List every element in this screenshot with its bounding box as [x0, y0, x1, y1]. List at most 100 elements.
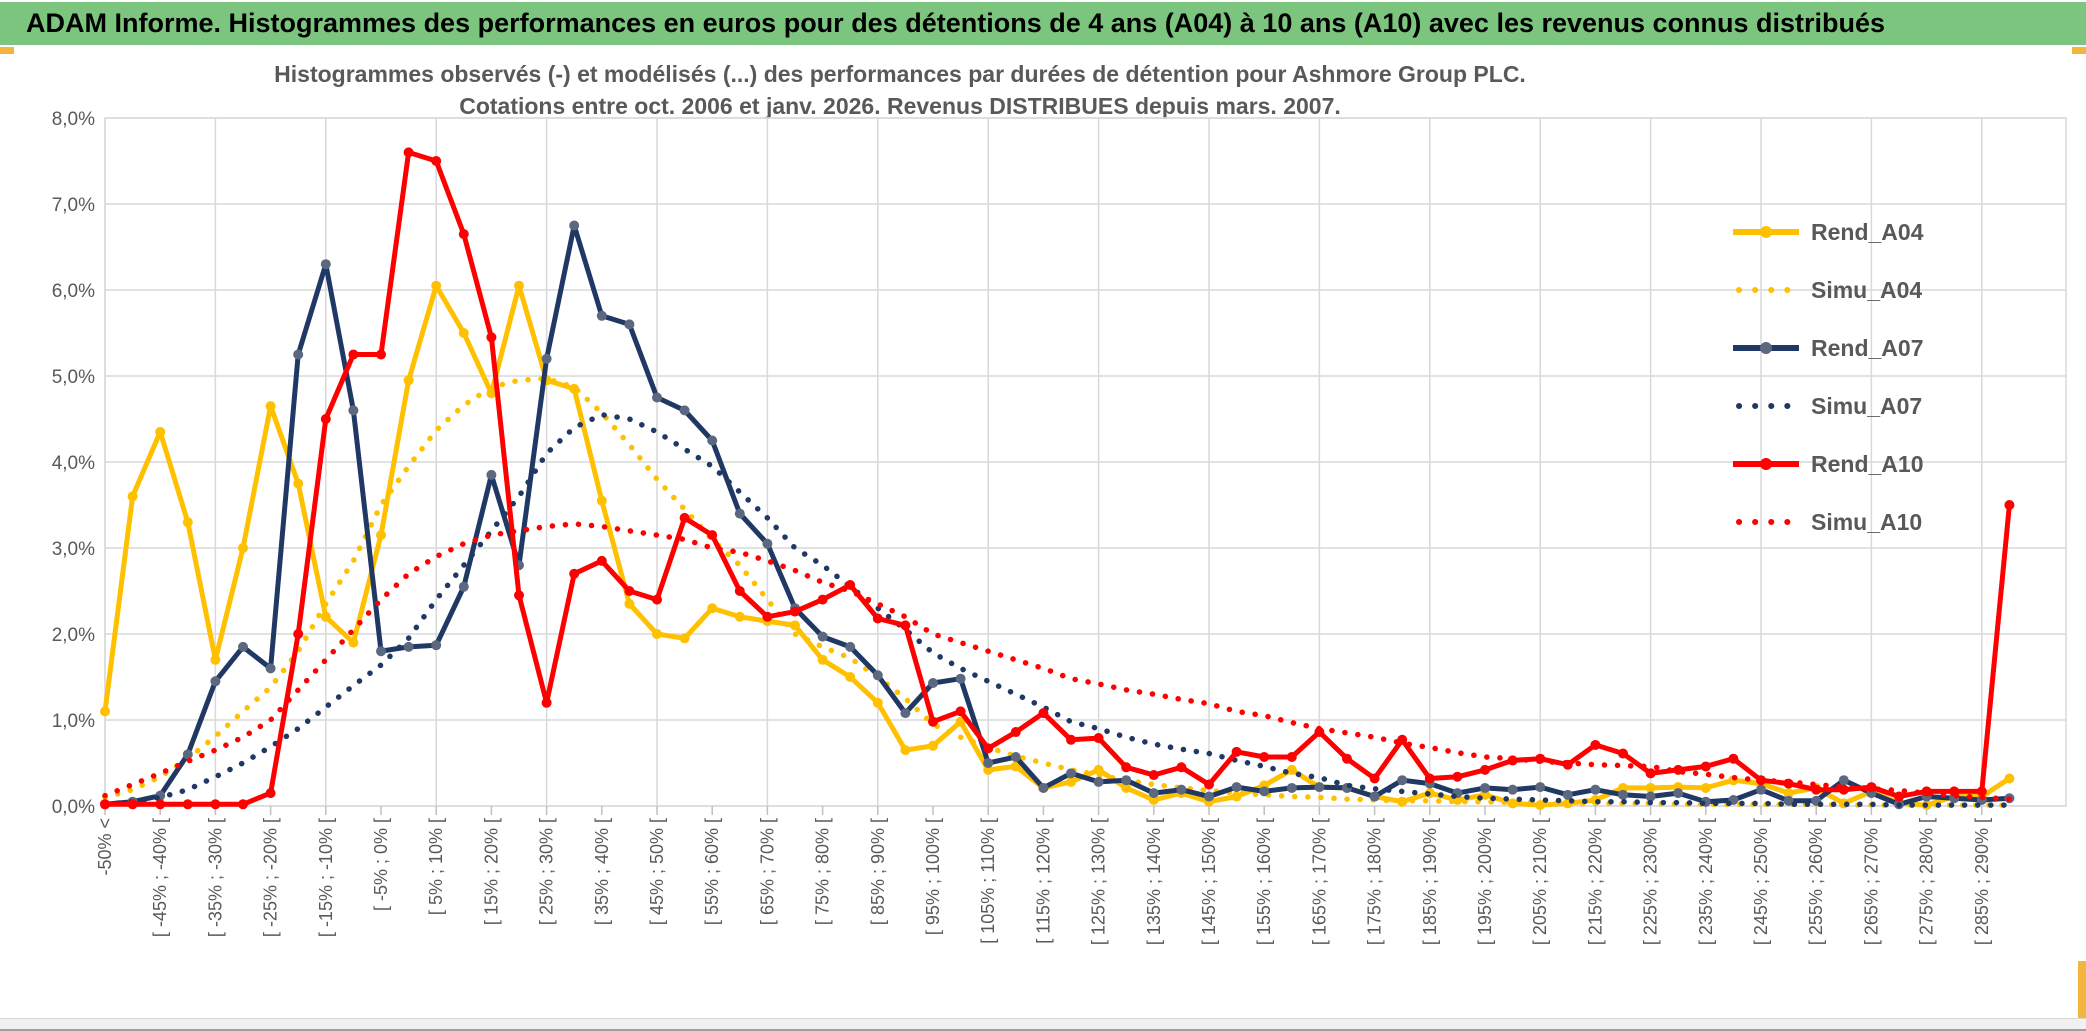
- marker-Rend_A10: [790, 606, 800, 617]
- marker-Rend_A10: [2004, 500, 2015, 510]
- y-axis-tick-label: 4,0%: [52, 453, 95, 474]
- x-axis-tick-label: [ 175% ; 180% [: [1365, 818, 1385, 945]
- x-axis-tick-label: [ -25% ; -20% [: [261, 818, 281, 937]
- marker-Rend_A07: [182, 749, 193, 760]
- marker-Rend_A10: [1397, 734, 1408, 745]
- legend-item-Rend_A07[interactable]: Rend_A07: [1733, 319, 1923, 377]
- marker-Rend_A10: [707, 530, 718, 541]
- marker-Rend_A10: [541, 697, 552, 708]
- y-axis-tick-label: 1,0%: [52, 711, 95, 732]
- marker-Rend_A10: [293, 629, 304, 639]
- legend-label: Simu_A04: [1811, 276, 1923, 303]
- chart-legend: Rend_A04 Simu_A04 Rend_A07 Simu_A07 Rend_A10…: [1733, 203, 1923, 551]
- x-axis-tick-label: [ 235% ; 240% [: [1696, 818, 1716, 945]
- marker-Rend_A10: [762, 611, 773, 622]
- marker-Rend_A04: [955, 716, 966, 727]
- x-axis-tick-label: [ 215% ; 220% [: [1585, 818, 1605, 945]
- marker-Rend_A04: [652, 629, 662, 639]
- marker-Rend_A10: [431, 156, 442, 166]
- marker-Rend_A10: [1259, 751, 1270, 762]
- marker-Rend_A10: [1645, 768, 1656, 779]
- marker-Rend_A10: [100, 799, 110, 810]
- legend-item-Rend_A04[interactable]: Rend_A04: [1733, 203, 1923, 261]
- marker-Rend_A10: [1148, 770, 1159, 781]
- marker-Rend_A07: [1066, 768, 1076, 779]
- marker-Rend_A10: [624, 586, 635, 596]
- marker-Rend_A10: [928, 716, 938, 727]
- x-axis-tick-label: [ 195% ; 200% [: [1475, 818, 1495, 945]
- chart-title-line2: Cotations entre oct. 2006 et janv. 2026.…: [459, 93, 1341, 119]
- legend-item-Simu_A07[interactable]: Simu_A07: [1733, 377, 1923, 435]
- marker-Rend_A10: [1231, 746, 1242, 757]
- marker-Rend_A04: [817, 654, 828, 665]
- corner-accent-bottom-right: [2078, 961, 2086, 1031]
- marker-Rend_A04: [1783, 788, 1794, 799]
- marker-Rend_A04: [1618, 782, 1628, 793]
- x-axis-tick-label: [ 255% ; 260% [: [1806, 818, 1826, 945]
- marker-Rend_A07: [265, 663, 276, 674]
- marker-Rend_A10: [1590, 739, 1601, 750]
- marker-Rend_A04: [1645, 782, 1656, 793]
- marker-Rend_A10: [458, 229, 469, 240]
- x-axis-tick-label: [ 75% ; 80% [: [813, 818, 833, 925]
- marker-Rend_A10: [1038, 708, 1049, 719]
- marker-Rend_A10: [817, 594, 828, 605]
- marker-Rend_A04: [1148, 794, 1159, 805]
- marker-Rend_A07: [1314, 782, 1325, 793]
- dotted-line-swatch: [1736, 519, 1800, 525]
- line-marker-swatch: [1733, 458, 1799, 470]
- marker-Rend_A10: [1976, 786, 1987, 797]
- marker-Rend_A10: [1894, 791, 1904, 802]
- marker-Rend_A10: [983, 743, 994, 754]
- marker-Rend_A07: [679, 405, 690, 416]
- marker-Rend_A10: [1424, 773, 1435, 784]
- marker-Rend_A07: [1618, 789, 1628, 800]
- legend-label: Rend_A07: [1811, 334, 1924, 361]
- marker-Rend_A10: [900, 620, 911, 631]
- legend-item-Simu_A04[interactable]: Simu_A04: [1733, 261, 1923, 319]
- marker-Rend_A04: [348, 637, 359, 648]
- marker-Rend_A10: [596, 555, 607, 566]
- marker-Rend_A04: [1700, 782, 1711, 793]
- legend-item-Simu_A10[interactable]: Simu_A10: [1733, 493, 1923, 551]
- x-axis-tick-label: [ 95% ; 100% [: [923, 818, 943, 935]
- x-axis-tick-label: [ 125% ; 130% [: [1089, 818, 1109, 945]
- y-axis-tick-label: 3,0%: [52, 539, 95, 560]
- marker-Rend_A10: [1811, 784, 1822, 795]
- marker-Rend_A10: [376, 349, 386, 360]
- line-marker-swatch: [1733, 342, 1799, 354]
- marker-Rend_A07: [955, 673, 966, 684]
- chart-title-line1: Histogrammes observés (-) et modélisés (…: [274, 61, 1526, 87]
- legend-item-Rend_A10[interactable]: Rend_A10: [1733, 435, 1923, 493]
- marker-Rend_A07: [872, 670, 883, 681]
- marker-Rend_A10: [652, 594, 662, 605]
- x-axis-tick-label: [ 245% ; 250% [: [1751, 818, 1771, 945]
- marker-Rend_A04: [265, 401, 276, 412]
- marker-Rend_A04: [376, 530, 386, 541]
- marker-Rend_A04: [872, 697, 883, 708]
- marker-Rend_A04: [127, 491, 138, 502]
- marker-Rend_A07: [1838, 775, 1849, 786]
- marker-Rend_A07: [624, 319, 635, 330]
- marker-Rend_A07: [762, 538, 773, 549]
- marker-Rend_A04: [238, 543, 248, 553]
- x-axis-tick-label: [ 55% ; 60% [: [702, 818, 722, 925]
- x-axis-tick-label: [ 265% ; 270% [: [1861, 818, 1881, 945]
- marker-Rend_A04: [293, 478, 304, 489]
- marker-Rend_A04: [734, 611, 745, 622]
- marker-Rend_A04: [1286, 764, 1297, 775]
- marker-Rend_A07: [1369, 791, 1380, 802]
- marker-Rend_A10: [1176, 762, 1187, 773]
- marker-Rend_A07: [1756, 784, 1766, 795]
- series-Rend_A10: [105, 149, 2012, 807]
- marker-Rend_A07: [1010, 751, 1021, 762]
- x-axis-tick-label: [ 185% ; 190% [: [1420, 818, 1440, 945]
- marker-Rend_A04: [100, 706, 110, 717]
- marker-Rend_A04: [431, 280, 442, 291]
- marker-Rend_A10: [265, 788, 276, 799]
- marker-Rend_A10: [514, 590, 524, 601]
- marker-Rend_A10: [210, 799, 221, 810]
- marker-Rend_A07: [348, 405, 359, 416]
